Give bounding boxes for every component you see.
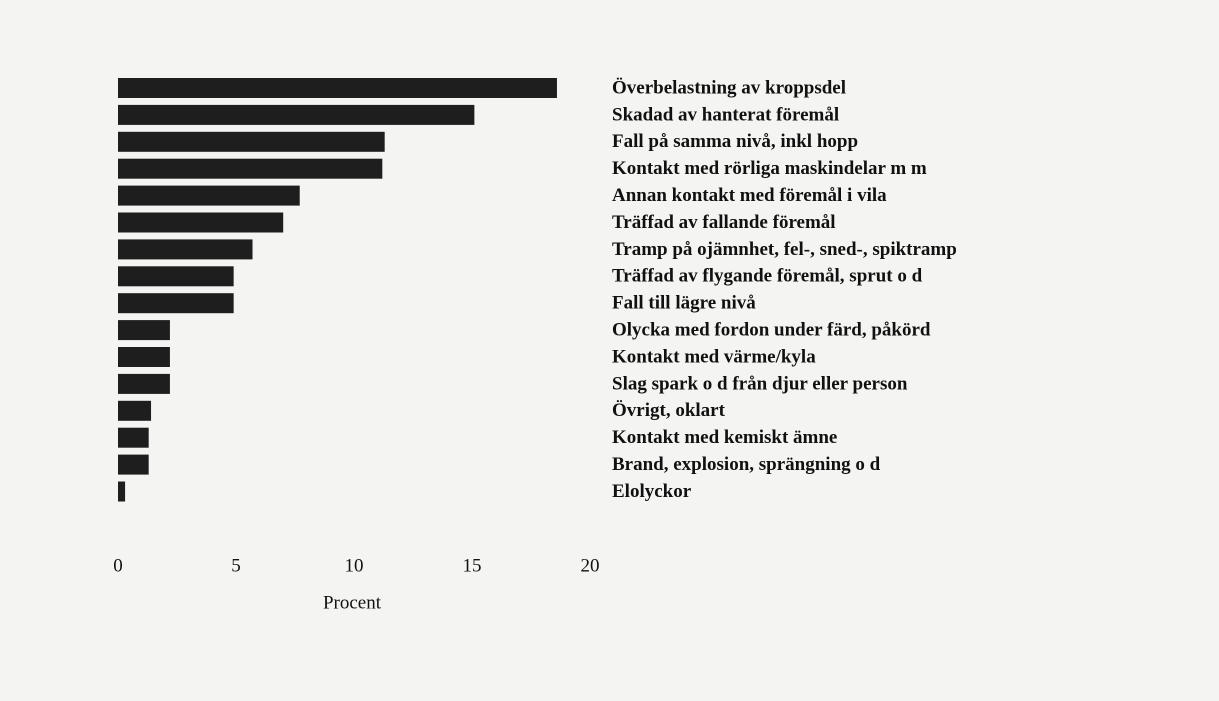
bar <box>118 266 234 287</box>
bar <box>118 131 385 152</box>
bar <box>118 481 126 502</box>
x-tick-label: 10 <box>345 555 364 576</box>
bar <box>118 104 475 125</box>
bar <box>118 239 253 260</box>
x-tick-label: 15 <box>463 555 482 576</box>
bar <box>118 320 170 341</box>
bar <box>118 212 284 233</box>
category-label: Fall på samma nivå, inkl hopp <box>612 131 858 152</box>
category-label: Annan kontakt med föremål i vila <box>612 185 887 206</box>
category-label: Slag spark o d från djur eller person <box>612 373 908 394</box>
category-label: Elolyckor <box>612 481 692 502</box>
bar <box>118 373 170 394</box>
category-label: Träffad av fallande föremål <box>612 212 836 233</box>
category-label: Kontakt med kemiskt ämne <box>612 427 837 448</box>
category-label: Kontakt med värme/kyla <box>612 346 816 367</box>
bar <box>118 185 300 206</box>
category-label: Överbelastning av kroppsdel <box>612 77 846 98</box>
bar <box>118 78 557 98</box>
category-label: Träffad av flygande föremål, sprut o d <box>612 266 923 287</box>
category-label: Olycka med fordon under färd, påkörd <box>612 319 931 340</box>
category-label: Övrigt, oklart <box>612 400 726 421</box>
x-axis-label: Procent <box>323 592 382 613</box>
category-label: Kontakt med rörliga maskindelar m m <box>612 158 927 179</box>
bar <box>118 158 383 179</box>
bar <box>118 400 152 421</box>
category-label: Skadad av hanterat föremål <box>612 104 839 125</box>
bar <box>118 454 149 475</box>
bar <box>118 427 149 448</box>
bar <box>118 293 234 314</box>
category-label: Fall till lägre nivå <box>612 293 756 314</box>
x-tick-label: 5 <box>231 555 241 576</box>
x-tick-label: 20 <box>581 555 600 576</box>
bar <box>118 347 170 367</box>
x-tick-label: 0 <box>113 555 123 576</box>
category-label: Tramp på ojämnhet, fel-, sned-, spiktram… <box>612 239 957 260</box>
category-label: Brand, explosion, sprängning o d <box>612 454 881 475</box>
